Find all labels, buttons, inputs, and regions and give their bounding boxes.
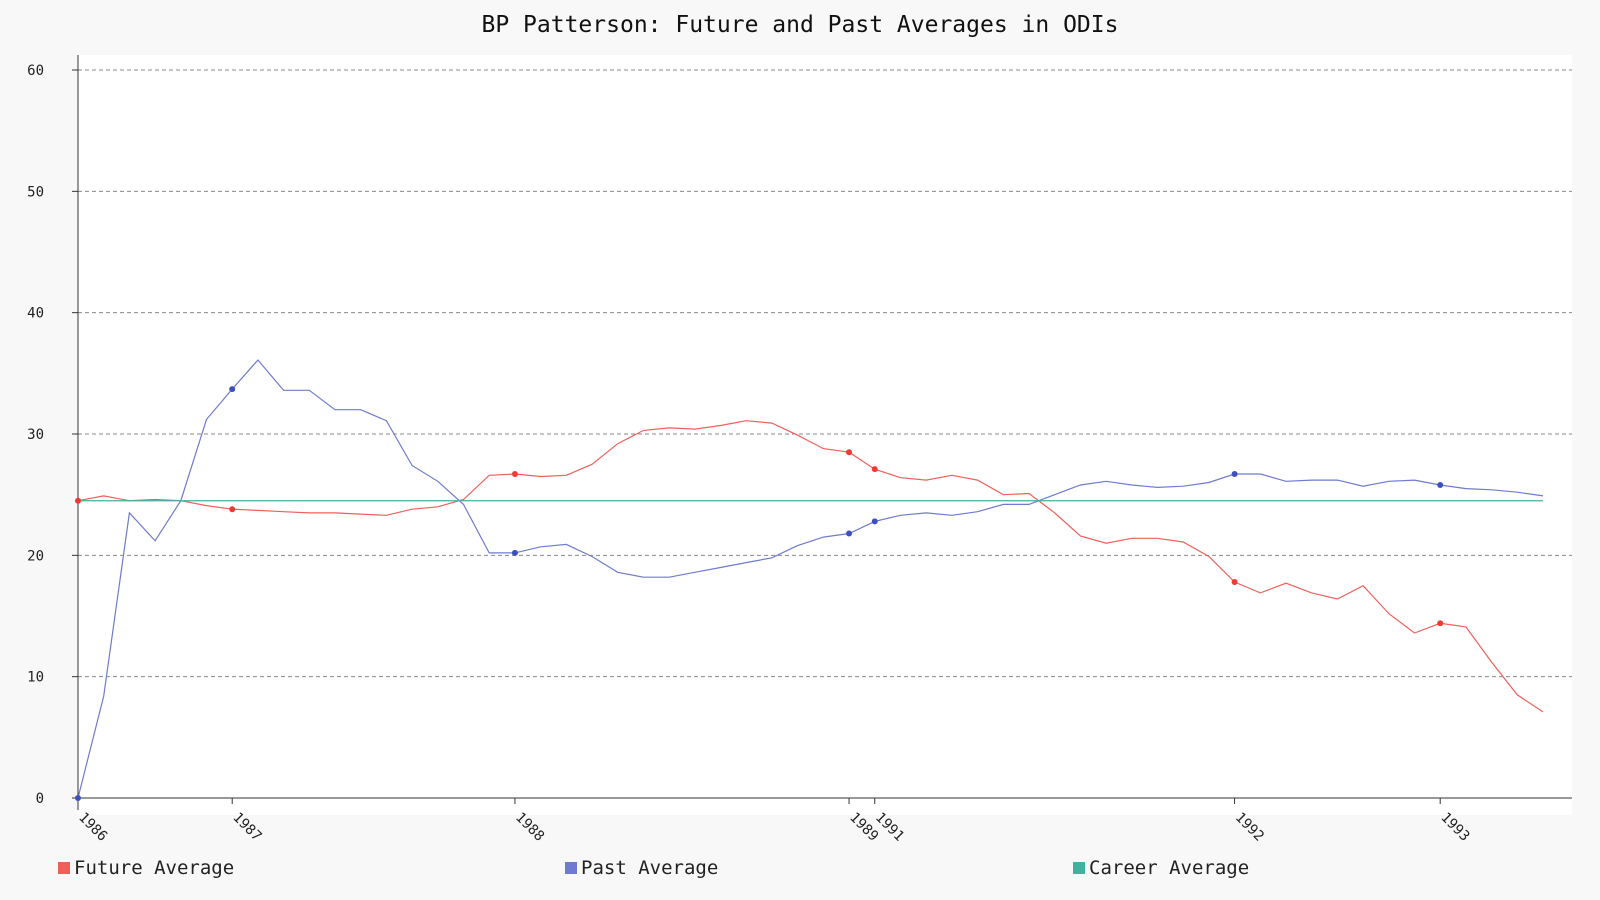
legend-label-past-average: Past Average [581, 857, 719, 879]
past-average-point [846, 530, 853, 537]
future-average-line [77, 420, 1544, 713]
legend-swatch-past-average [565, 862, 577, 874]
series-markers [75, 386, 1444, 801]
future-average-point [1437, 620, 1444, 627]
legend-label-career-average: Career Average [1089, 857, 1250, 879]
chart-title: BP Patterson: Future and Past Averages i… [481, 12, 1119, 38]
y-axis: 0 10 20 30 40 50 60 [27, 55, 79, 810]
series-lines [77, 359, 1544, 799]
past-average-point [75, 795, 81, 801]
y-tick-label-40: 40 [27, 306, 44, 322]
legend-item-career-average[interactable]: Career Average [1073, 857, 1249, 879]
future-average-point [75, 497, 81, 504]
y-tick-label-60: 60 [27, 63, 44, 79]
past-average-point [1437, 481, 1444, 488]
legend-item-future-average[interactable]: Future Average [58, 857, 234, 879]
future-average-point [229, 506, 236, 513]
past-average-point [229, 386, 236, 393]
legend-swatch-future-average [58, 862, 70, 874]
legend-label-future-average: Future Average [74, 857, 235, 879]
legend-item-past-average[interactable]: Past Average [565, 857, 718, 879]
past-average-point [511, 549, 518, 556]
y-tick-label-20: 20 [27, 548, 44, 564]
y-tick-label-10: 10 [27, 670, 44, 686]
past-average-point [871, 518, 878, 525]
future-average-point [871, 466, 878, 473]
future-average-point [846, 449, 853, 456]
y-tick-label-0: 0 [36, 791, 44, 807]
past-average-point [1231, 471, 1238, 478]
y-tick-label-30: 30 [27, 427, 44, 443]
y-tick-label-50: 50 [27, 184, 44, 200]
legend-swatch-career-average [1073, 862, 1085, 874]
grid-lines [78, 69, 1572, 678]
plot-area [78, 55, 1572, 815]
past-average-line [77, 359, 1544, 799]
future-average-point [1231, 579, 1238, 586]
future-average-point [511, 471, 518, 478]
